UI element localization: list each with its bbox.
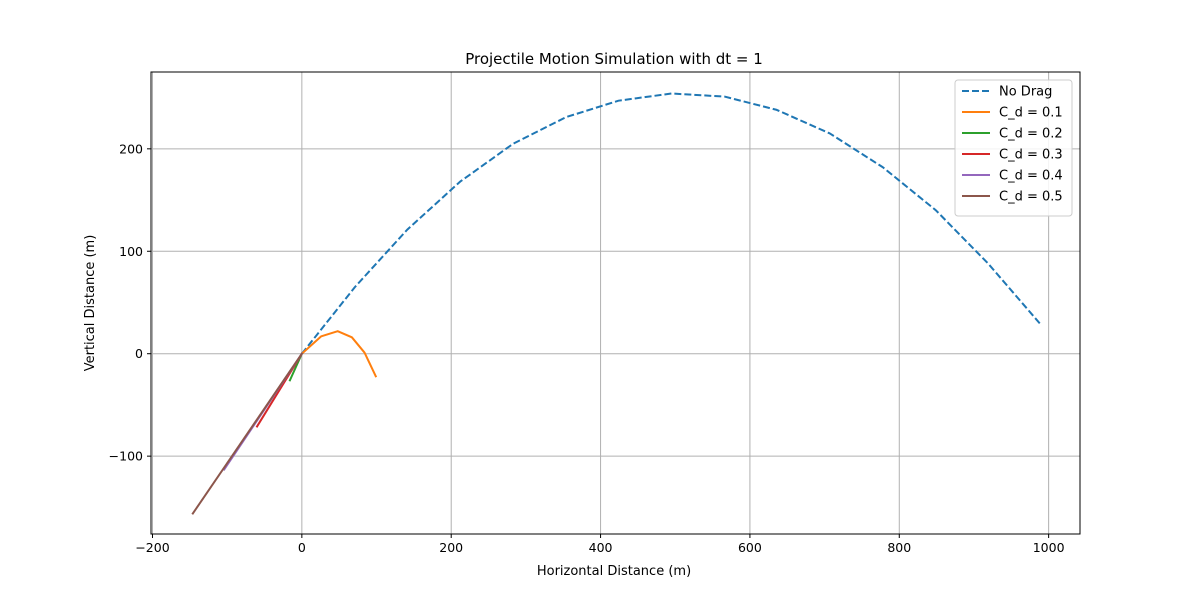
legend-label-4: C_d = 0.3 xyxy=(999,148,1063,163)
legend-label-2: C_d = 0.1 xyxy=(999,106,1063,121)
x-tick-label: 600 xyxy=(738,540,762,555)
legend: No Drag C_d = 0.1 C_d = 0.2 C_d = 0.3 C_d = … xyxy=(954,79,1073,217)
series-line-2 xyxy=(300,330,378,378)
plot-frame xyxy=(150,71,1081,535)
series-line-1 xyxy=(301,92,1042,355)
y-tick-label: 0 xyxy=(135,346,143,361)
x-tick-label: −200 xyxy=(135,540,169,555)
x-tick-label: 200 xyxy=(439,540,463,555)
legend-label-6: C_d = 0.5 xyxy=(999,190,1063,205)
chart-title: Projectile Motion Simulation with dt = 1 xyxy=(465,50,763,68)
x-tick-label: 0 xyxy=(298,540,306,555)
legend-box xyxy=(954,79,1073,217)
tick-layer: −200 0 200 400 600 800 1000 −100 0 100 200 xyxy=(109,141,1065,555)
x-tick-label: 800 xyxy=(887,540,911,555)
series-layer xyxy=(191,92,1042,515)
x-axis-label: Horizontal Distance (m) xyxy=(537,564,691,579)
legend-label-3: C_d = 0.2 xyxy=(999,127,1063,142)
legend-label-1: No Drag xyxy=(999,85,1052,100)
y-tick-label: 100 xyxy=(119,244,143,259)
x-tick-label: 1000 xyxy=(1033,540,1065,555)
y-axis-label: Vertical Distance (m) xyxy=(83,235,98,372)
y-tick-label: 200 xyxy=(119,141,143,156)
y-tick-label: −100 xyxy=(109,449,143,464)
legend-label-5: C_d = 0.4 xyxy=(999,169,1063,184)
x-tick-label: 400 xyxy=(589,540,613,555)
series-line-6 xyxy=(191,352,304,515)
grid-layer xyxy=(151,72,1080,534)
